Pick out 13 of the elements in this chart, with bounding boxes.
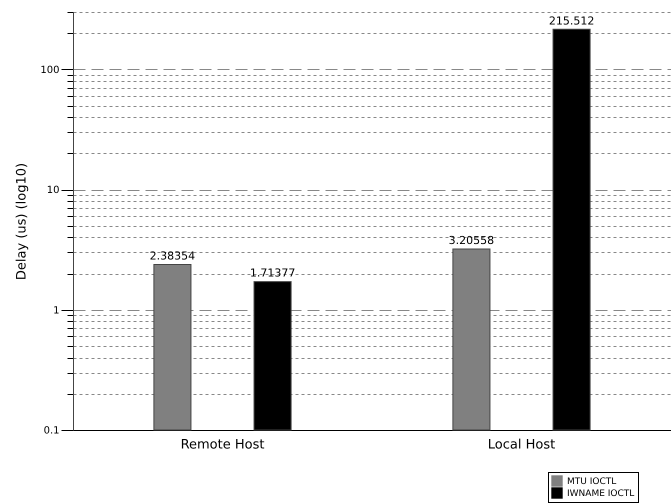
x-tick-label: Remote Host <box>180 438 264 452</box>
legend-label: IWNAME IOCTL <box>567 489 634 499</box>
data-label: 2.38354 <box>150 249 196 262</box>
data-label: 215.512 <box>548 14 594 28</box>
y-tick-label: 0.1 <box>44 426 60 436</box>
y-tick-label: 100 <box>40 64 60 76</box>
legend-label: MTU IOCTL <box>567 477 616 487</box>
y-tick-label: 1 <box>53 305 60 316</box>
data-label: 1.71377 <box>250 266 296 280</box>
y-tick-label: 10 <box>46 185 60 196</box>
y-axis-title: Delay (us) (log10) <box>14 162 30 280</box>
x-tick-label: Local Host <box>488 438 556 452</box>
data-label: 3.20558 <box>448 234 494 247</box>
